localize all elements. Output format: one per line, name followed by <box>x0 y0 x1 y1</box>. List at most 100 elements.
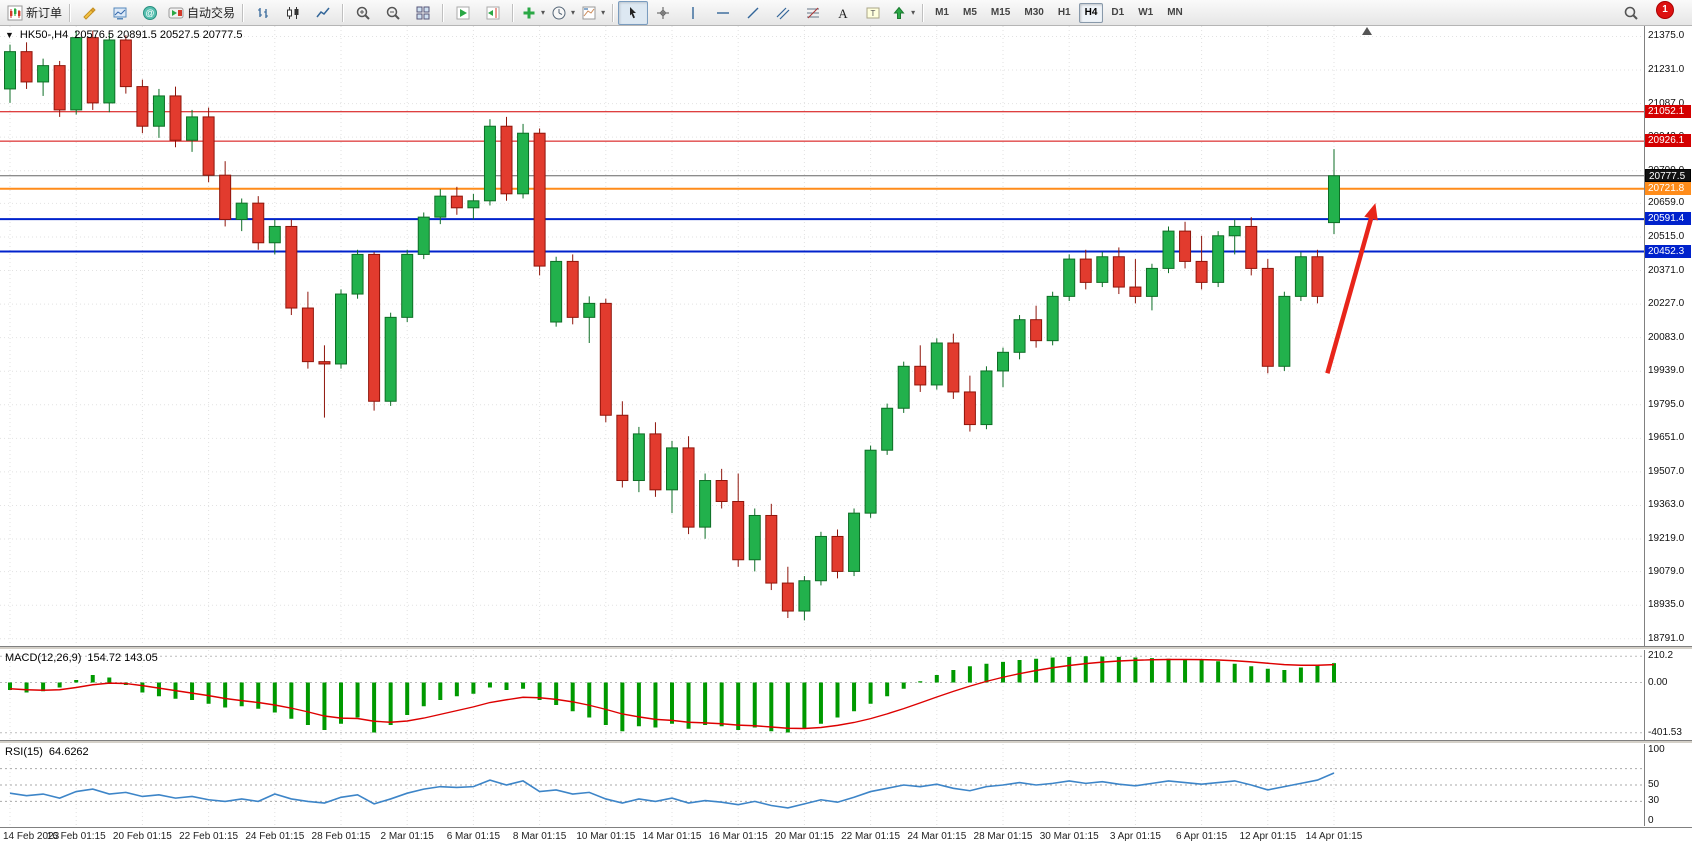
pane-divider[interactable] <box>0 740 1692 744</box>
editor-button[interactable] <box>75 1 105 25</box>
price-tick: 19507.0 <box>1648 465 1685 477</box>
timeframe-mn[interactable]: MN <box>1167 7 1183 18</box>
rsi-current-value: 64.6262 <box>48 746 89 758</box>
time-label: 22 Feb 01:15 <box>179 831 239 842</box>
main-toolbar: 新订单 @ 自动交易 ▾ ▾ ▾ A T ▾ M1 M5 M15 M30 H1 H4 D1 W1 MN 1 <box>0 0 1692 26</box>
chevron-down-icon: ▾ <box>911 8 916 17</box>
price-tick: 19795.0 <box>1648 398 1685 410</box>
svg-text:A: A <box>838 6 848 21</box>
pane-divider[interactable] <box>0 646 1692 650</box>
chart-shift-marker[interactable] <box>1362 27 1373 35</box>
candlestick-button[interactable] <box>278 1 308 25</box>
chart-title: ▼ HK50-,H4 20576.5 20891.5 20527.5 20777… <box>5 29 242 41</box>
price-tick: 20227.0 <box>1648 298 1685 310</box>
bar-chart-icon <box>255 5 271 21</box>
toolbar-separator <box>69 3 72 22</box>
new-order-button[interactable]: 新订单 <box>4 1 65 25</box>
trend-arrow <box>1325 217 1374 374</box>
price-tick: 20515.0 <box>1648 230 1685 242</box>
arrows-icon <box>891 5 907 21</box>
toolbar-separator <box>242 3 245 22</box>
time-label: 14 Feb 2023 <box>3 831 60 842</box>
chevron-down-icon: ▾ <box>571 8 576 17</box>
time-label: 6 Mar 01:15 <box>446 831 501 842</box>
search-icon <box>1623 5 1639 21</box>
macd-axis: 210.2 0.00 -401.53 <box>1644 650 1692 740</box>
profiles-button[interactable] <box>105 1 135 25</box>
text-label-button[interactable]: T <box>858 1 888 25</box>
price-tag-21052.1: 21052.1 <box>1645 104 1691 118</box>
hline-icon <box>715 5 731 21</box>
candlestick-icon <box>285 5 301 21</box>
text-button[interactable]: A <box>828 1 858 25</box>
toolbar-separator <box>922 3 925 22</box>
one-click-trading-toggle[interactable]: ▼ <box>5 30 14 40</box>
time-label: 12 Apr 01:15 <box>1239 831 1297 842</box>
time-label: 16 Feb 01:15 <box>46 831 106 842</box>
price-tick: 19363.0 <box>1648 499 1685 511</box>
bar-chart-button[interactable] <box>248 1 278 25</box>
fibonacci-button[interactable] <box>798 1 828 25</box>
cursor-button[interactable] <box>618 0 649 25</box>
chart-shift-button[interactable] <box>478 1 508 25</box>
line-chart-button[interactable] <box>308 1 338 25</box>
toolbar-separator <box>342 3 345 22</box>
zoom-in-button[interactable] <box>348 1 378 25</box>
time-label: 22 Mar 01:15 <box>841 831 901 842</box>
toolbar-separator <box>442 3 445 22</box>
svg-text:T: T <box>871 9 876 18</box>
auto-scroll-button[interactable] <box>448 1 478 25</box>
periods-button[interactable]: ▾ <box>548 1 578 25</box>
price-tick: 19079.0 <box>1648 565 1685 577</box>
timeframe-m5[interactable]: M5 <box>963 7 977 18</box>
price-axis: 21375.021231.021087.020943.020799.020659… <box>1644 26 1692 646</box>
time-label: 16 Mar 01:15 <box>708 831 768 842</box>
time-label: 2 Mar 01:15 <box>380 831 434 842</box>
timeframe-m1[interactable]: M1 <box>935 7 949 18</box>
text-icon: A <box>835 5 851 21</box>
time-label: 28 Mar 01:15 <box>973 831 1033 842</box>
price-tick: 21231.0 <box>1648 64 1685 76</box>
toolbar-right: 1 <box>1616 0 1688 25</box>
timeframe-h1[interactable]: H1 <box>1057 7 1071 18</box>
price-tick: 19651.0 <box>1648 432 1685 444</box>
tile-windows-icon <box>415 5 431 21</box>
chevron-down-icon: ▾ <box>601 8 606 17</box>
community-button[interactable]: @ <box>135 1 165 25</box>
toolbar-separator <box>612 3 615 22</box>
indicators-button[interactable]: ▾ <box>518 1 548 25</box>
autotrading-button-label: 自动交易 <box>187 6 236 20</box>
zoom-out-button[interactable] <box>378 1 408 25</box>
templates-button[interactable]: ▾ <box>578 1 608 25</box>
time-label: 30 Mar 01:15 <box>1039 831 1099 842</box>
cursor-icon <box>625 5 641 21</box>
vertical-line-button[interactable] <box>678 1 708 25</box>
price-tick: 19939.0 <box>1648 365 1685 377</box>
macd-signal-line <box>9 658 1335 730</box>
search-button[interactable] <box>1616 1 1646 25</box>
channel-button[interactable] <box>768 1 798 25</box>
autotrading-button[interactable]: 自动交易 <box>165 1 238 25</box>
time-label: 3 Apr 01:15 <box>1109 831 1161 842</box>
price-pane: ▼ HK50-,H4 20576.5 20891.5 20527.5 20777… <box>0 26 1692 646</box>
rsi-line <box>9 772 1335 809</box>
price-chart-svg <box>0 26 1644 646</box>
candles-group <box>4 30 1340 621</box>
crosshair-button[interactable] <box>648 1 678 25</box>
notification-badge[interactable]: 1 <box>1656 0 1674 19</box>
price-tick: 18935.0 <box>1648 599 1685 611</box>
arrows-button[interactable]: ▾ <box>888 1 918 25</box>
horizontal-line-button[interactable] <box>708 1 738 25</box>
trendline-button[interactable] <box>738 1 768 25</box>
price-tag-20777.5: 20777.5 <box>1645 168 1691 182</box>
timeframe-m30[interactable]: M30 <box>1024 7 1044 18</box>
timeframe-h4[interactable]: H4 <box>1078 2 1104 23</box>
timeframe-m15[interactable]: M15 <box>990 7 1011 18</box>
rsi-chart-svg <box>0 744 1644 826</box>
autotrading-icon <box>168 5 184 21</box>
tile-windows-button[interactable] <box>408 1 438 25</box>
new-order-icon <box>7 5 23 21</box>
timeframe-d1[interactable]: D1 <box>1111 7 1125 18</box>
timeframe-w1[interactable]: W1 <box>1138 7 1154 18</box>
macd-name: MACD(12,26,9) <box>5 652 82 664</box>
